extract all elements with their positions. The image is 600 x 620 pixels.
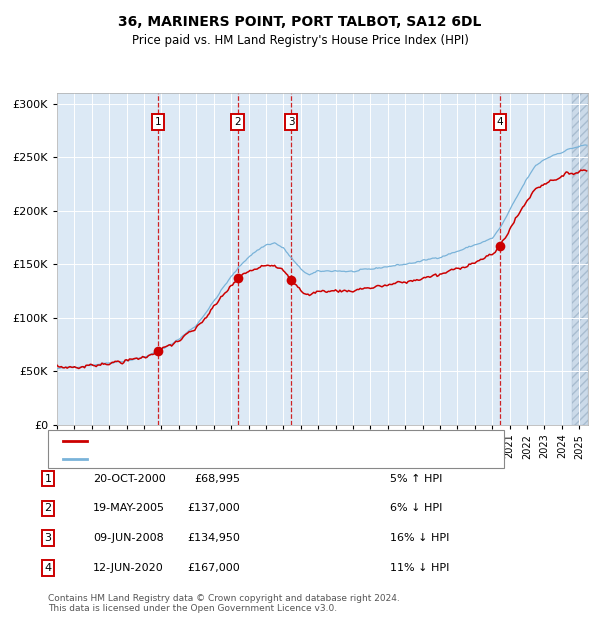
Text: £137,000: £137,000 [187, 503, 240, 513]
Text: 19-MAY-2005: 19-MAY-2005 [93, 503, 165, 513]
Text: 36, MARINERS POINT, PORT TALBOT, SA12 6DL (detached house): 36, MARINERS POINT, PORT TALBOT, SA12 6D… [93, 436, 431, 446]
Text: £167,000: £167,000 [187, 563, 240, 573]
Text: 36, MARINERS POINT, PORT TALBOT, SA12 6DL: 36, MARINERS POINT, PORT TALBOT, SA12 6D… [118, 15, 482, 29]
Text: 6% ↓ HPI: 6% ↓ HPI [390, 503, 442, 513]
Text: £68,995: £68,995 [194, 474, 240, 484]
Text: Price paid vs. HM Land Registry's House Price Index (HPI): Price paid vs. HM Land Registry's House … [131, 34, 469, 46]
Text: 16% ↓ HPI: 16% ↓ HPI [390, 533, 449, 543]
Text: 1: 1 [155, 117, 161, 127]
Text: 4: 4 [44, 563, 52, 573]
Bar [572, 93, 588, 425]
Text: 11% ↓ HPI: 11% ↓ HPI [390, 563, 449, 573]
Text: 3: 3 [287, 117, 295, 127]
Text: 20-OCT-2000: 20-OCT-2000 [93, 474, 166, 484]
Text: 09-JUN-2008: 09-JUN-2008 [93, 533, 164, 543]
Text: 12-JUN-2020: 12-JUN-2020 [93, 563, 164, 573]
Text: £134,950: £134,950 [187, 533, 240, 543]
Text: 2: 2 [44, 503, 52, 513]
Text: 1: 1 [44, 474, 52, 484]
Text: 4: 4 [497, 117, 503, 127]
Text: HPI: Average price, detached house, Neath Port Talbot: HPI: Average price, detached house, Neat… [93, 454, 376, 464]
Text: 2: 2 [235, 117, 241, 127]
Text: Contains HM Land Registry data © Crown copyright and database right 2024.
This d: Contains HM Land Registry data © Crown c… [48, 594, 400, 613]
Text: 3: 3 [44, 533, 52, 543]
Text: 5% ↑ HPI: 5% ↑ HPI [390, 474, 442, 484]
